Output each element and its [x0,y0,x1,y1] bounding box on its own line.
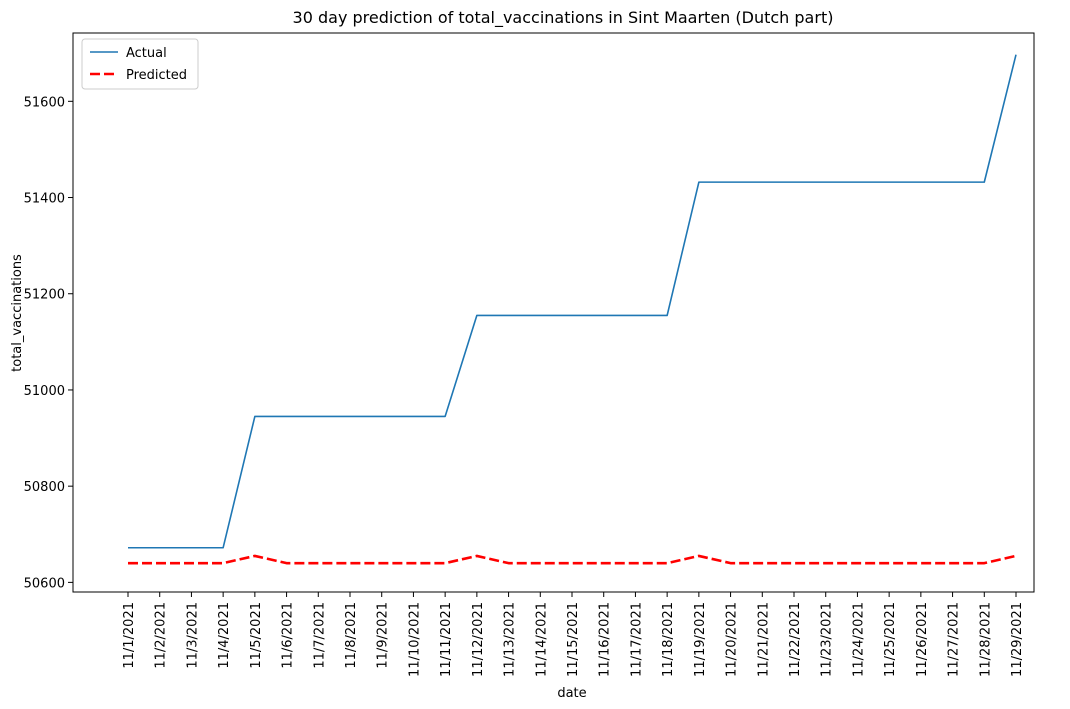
x-tick-label: 11/24/2021 [851,602,866,677]
x-tick-label: 11/27/2021 [947,602,962,677]
x-tick-label: 11/25/2021 [883,602,898,677]
series-line-predicted [128,554,1017,565]
x-tick-label: 11/3/2021 [185,602,200,669]
x-tick-label: 11/23/2021 [820,602,835,677]
x-tick-label: 11/13/2021 [503,602,518,677]
x-tick-label: 11/10/2021 [407,602,422,677]
x-tick-label: 11/21/2021 [756,602,771,677]
legend: Actual Predicted [81,38,199,90]
axes: 50600 50800 51000 51200 51400 51600 11/1/2021 1… [24,95,1025,677]
legend-label-predicted: Predicted [126,68,187,83]
x-tick-label: 11/5/2021 [249,602,264,669]
x-tick-label: 11/20/2021 [725,602,740,677]
x-tick-label: 11/1/2021 [122,602,137,669]
x-tick-label: 11/19/2021 [693,602,708,677]
x-axis-label: date [557,686,586,701]
y-tick-label: 51600 [24,95,65,110]
x-tick-label: 11/11/2021 [439,602,454,677]
x-tick-label: 11/6/2021 [281,602,296,669]
x-tick-label: 11/29/2021 [1010,602,1025,677]
x-tick-label: 11/26/2021 [915,602,930,677]
x-tick-label: 11/16/2021 [598,602,613,677]
y-tick-label: 51400 [24,192,65,207]
x-tick-label: 11/9/2021 [376,602,391,669]
y-tick-label: 51200 [24,288,65,303]
x-tick-label: 11/22/2021 [788,602,803,677]
chart-title: 30 day prediction of total_vaccinations … [293,8,834,28]
x-tick-label: 11/8/2021 [344,602,359,669]
x-tick-label: 11/18/2021 [661,602,676,677]
x-tick-label: 11/14/2021 [534,602,549,677]
plot-frame [72,32,1035,593]
x-tick-label: 11/17/2021 [629,602,644,677]
x-tick-label: 11/15/2021 [566,602,581,677]
plot-area [128,54,1017,565]
x-tick-label: 11/28/2021 [978,602,993,677]
y-tick-label: 50800 [24,480,65,495]
series-line-actual [128,54,1017,549]
x-tick-label: 11/7/2021 [312,602,327,669]
x-tick-label: 11/2/2021 [154,602,169,669]
y-tick-label: 51000 [24,384,65,399]
x-tick-label: 11/4/2021 [217,602,232,669]
y-tick-label: 50600 [24,576,65,591]
x-tick-label: 11/12/2021 [471,602,486,677]
legend-label-actual: Actual [126,46,167,61]
y-axis-label: total_vaccinations [10,254,25,372]
